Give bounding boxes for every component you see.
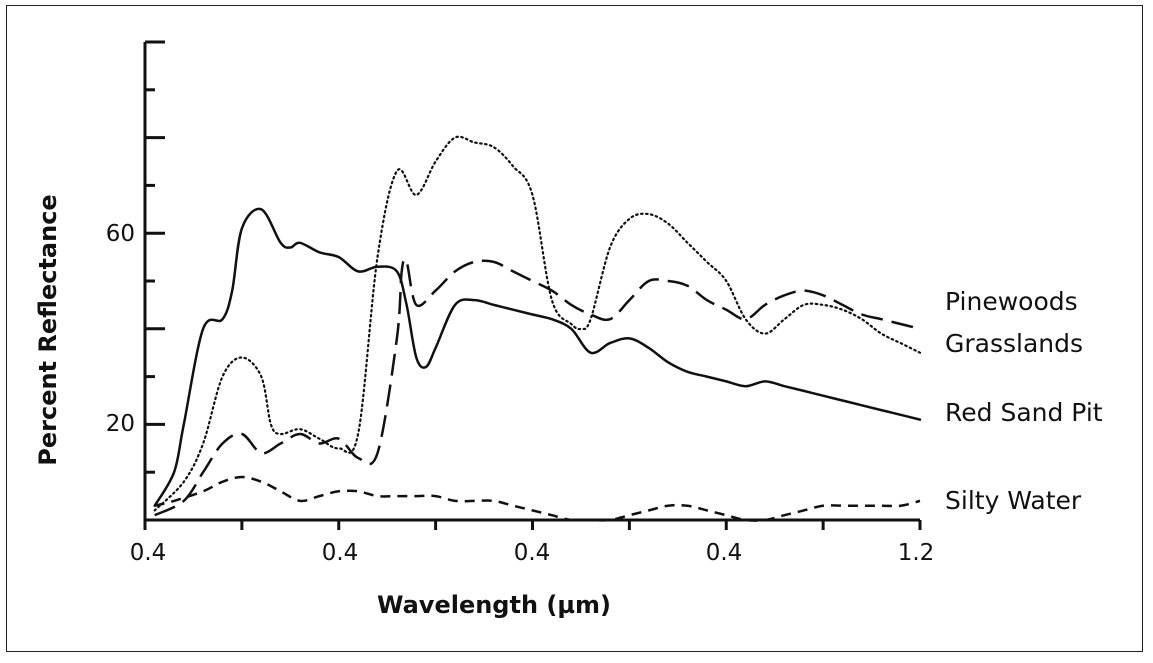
x-tick-label: 0.4 (322, 540, 359, 566)
curve-label: Red Sand Pit (945, 398, 1103, 427)
y-tick-label: 60 (106, 221, 135, 247)
tick-labels: 0.4 0.4 0.4 0.4 1.2 20 60 (106, 221, 935, 566)
series-line-grasslands (153, 135, 922, 512)
figure-frame (6, 5, 1143, 652)
x-axis-title: Wavelength (µm) (377, 591, 611, 619)
x-tick-label: 0.4 (130, 540, 167, 566)
x-tick-label: 0.4 (706, 540, 743, 566)
curve-labels: Pinewoods Grasslands Red Sand Pit Silty … (945, 287, 1103, 515)
series-line-silty-water (154, 475, 921, 522)
x-tick-label: 1.2 (898, 540, 935, 566)
curve-label: Silty Water (945, 486, 1082, 515)
series-lines (153, 135, 922, 522)
axes (143, 42, 920, 522)
series-line-red-sand-pit (153, 207, 922, 507)
curve-label: Pinewoods (945, 287, 1078, 316)
series-line-pinewoods (154, 257, 921, 517)
y-axis-title: Percent Reflectance (34, 194, 62, 465)
curve-label: Grasslands (945, 329, 1083, 358)
x-tick-label: 0.4 (514, 540, 551, 566)
y-tick-label: 20 (106, 411, 135, 437)
ticks (143, 40, 922, 530)
